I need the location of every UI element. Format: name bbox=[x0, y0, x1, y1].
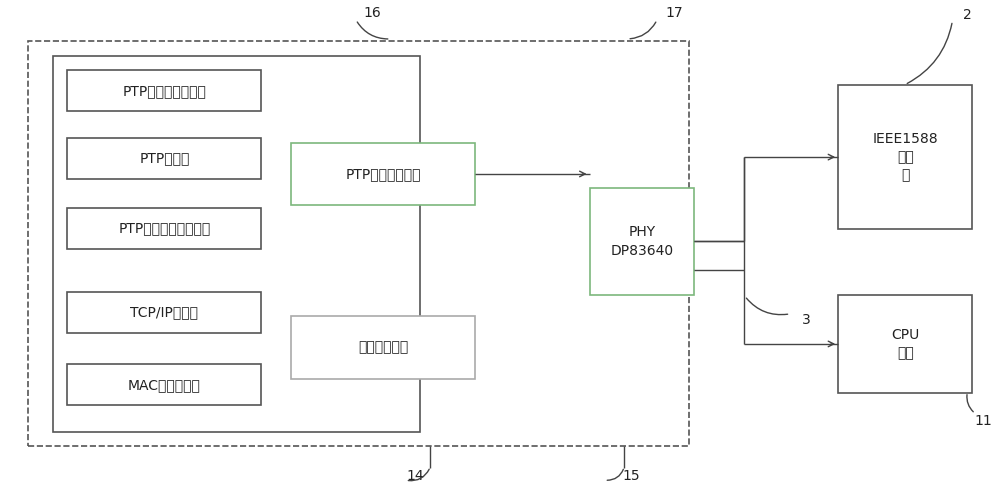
Text: 2: 2 bbox=[963, 8, 972, 22]
Text: 11: 11 bbox=[974, 414, 992, 428]
Bar bbox=[28, 41, 689, 447]
Bar bbox=[838, 85, 972, 229]
Bar bbox=[291, 316, 475, 379]
Text: 14: 14 bbox=[407, 469, 424, 483]
Bar bbox=[291, 142, 475, 205]
Bar bbox=[590, 188, 694, 295]
Text: 时间截获程序: 时间截获程序 bbox=[358, 341, 408, 355]
Text: CPU
模块: CPU 模块 bbox=[891, 328, 919, 360]
Text: 3: 3 bbox=[802, 313, 811, 327]
Text: IEEE1588
时钟
源: IEEE1588 时钟 源 bbox=[872, 132, 938, 183]
Text: PTP报文收发处理程序: PTP报文收发处理程序 bbox=[118, 221, 210, 235]
Text: 16: 16 bbox=[364, 6, 382, 20]
Bar bbox=[67, 70, 261, 111]
Text: MAC层驱动程序: MAC层驱动程序 bbox=[128, 378, 201, 392]
Text: TCP/IP协议栈: TCP/IP协议栈 bbox=[130, 305, 198, 320]
Text: PTP状态机: PTP状态机 bbox=[139, 151, 190, 165]
Bar bbox=[67, 138, 261, 179]
Text: 17: 17 bbox=[665, 6, 683, 20]
Bar bbox=[838, 295, 972, 393]
Text: PHY
DP83640: PHY DP83640 bbox=[610, 225, 673, 258]
Text: PTP最佳主时钟算法: PTP最佳主时钟算法 bbox=[122, 84, 206, 98]
Bar bbox=[53, 56, 420, 432]
Text: PTP时钟校正程序: PTP时钟校正程序 bbox=[345, 167, 421, 181]
Bar bbox=[67, 365, 261, 406]
Bar bbox=[67, 208, 261, 249]
Bar bbox=[67, 292, 261, 333]
Text: 15: 15 bbox=[622, 469, 640, 483]
